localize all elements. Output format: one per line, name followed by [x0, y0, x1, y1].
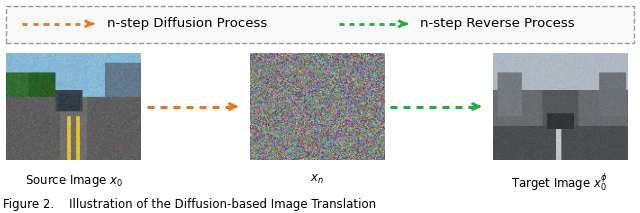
Text: n-step Reverse Process: n-step Reverse Process — [420, 17, 575, 30]
FancyBboxPatch shape — [6, 6, 634, 43]
Text: $x_n$: $x_n$ — [310, 173, 324, 186]
Text: n-step Diffusion Process: n-step Diffusion Process — [107, 17, 267, 30]
Text: Source Image $x_0$: Source Image $x_0$ — [24, 173, 123, 189]
Text: Figure 2.    Illustration of the Diffusion-based Image Translation: Figure 2. Illustration of the Diffusion-… — [3, 198, 376, 211]
Text: Target Image $x_0^{\phi}$: Target Image $x_0^{\phi}$ — [511, 173, 609, 194]
